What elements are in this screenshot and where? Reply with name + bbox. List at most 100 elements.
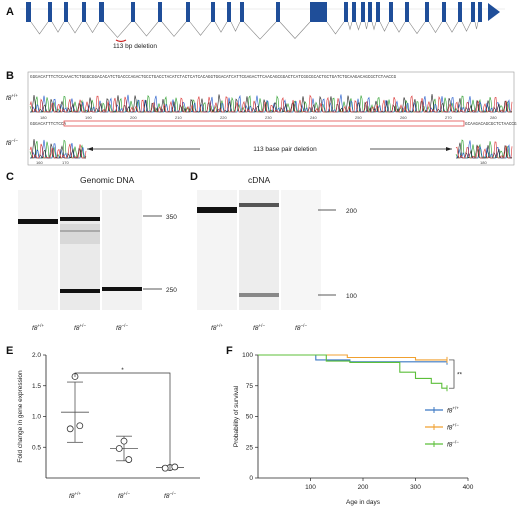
wt-position-280: 280	[490, 115, 497, 120]
exon-21	[425, 2, 429, 22]
exon-12	[276, 2, 280, 22]
f-ytick-2: 50	[246, 414, 254, 421]
intron-10	[230, 21, 241, 32]
e-significance-bracket	[74, 372, 171, 470]
ko-trace-left-ch3	[29, 143, 87, 159]
band-c3-250	[102, 287, 142, 291]
exon-13	[310, 2, 327, 22]
f-legend-label-3: f8−/−	[447, 440, 459, 449]
e-point-2-2	[115, 445, 123, 452]
f-y-label: Probability of survival	[233, 385, 240, 447]
genomic-lane-label-3-base: f8	[116, 325, 122, 332]
wt-chromatogram	[29, 94, 513, 113]
intron-24	[474, 21, 479, 30]
e-point-1-3	[76, 422, 84, 430]
ko-sequence-left: GGGACATTTCTCCA	[30, 122, 67, 127]
wt-position-270: 270	[445, 115, 452, 120]
f-ytick-0: 0	[249, 475, 253, 482]
gel-lane-d3	[281, 190, 321, 310]
exon-7	[158, 2, 162, 22]
exon-20	[405, 2, 409, 22]
cdna-lane-label-3: f8−/−	[295, 323, 307, 332]
e-ytick-2: 1.5	[32, 383, 41, 390]
exon-24	[471, 2, 475, 22]
panel-label-c: C	[6, 171, 14, 183]
f-xtick-0: 100	[305, 484, 316, 491]
wt-position-230: 230	[265, 115, 272, 120]
deletion-mark	[115, 39, 127, 43]
exon-18	[376, 2, 380, 22]
wt-genotype-label: f8+/+	[6, 93, 18, 102]
genomic-lane-label-1: f8+/+	[32, 323, 44, 332]
e-category-label-2-base: f8	[118, 493, 124, 500]
intron-6	[134, 21, 159, 37]
intron-13	[326, 21, 345, 35]
band-d2-200	[239, 203, 279, 207]
intron-2	[51, 21, 65, 33]
marker-250: 250	[166, 287, 177, 294]
intron-18	[379, 21, 390, 32]
exon-5	[99, 2, 104, 22]
gel-cdna	[197, 190, 321, 310]
intron-16	[364, 21, 369, 30]
wt-sequence: GGGACATTTCTCCAAACTCTGGGCGGACACATCTGACCCA…	[30, 75, 397, 80]
exon-6	[131, 2, 135, 22]
marker-350: 350	[166, 214, 177, 221]
genomic-lane-label-1-sup: +/+	[37, 323, 44, 328]
e-ytick-3: 2.0	[32, 352, 41, 359]
wt-position-210: 210	[175, 115, 182, 120]
wt-position-180: 180	[40, 115, 47, 120]
gel-lane-d2	[239, 190, 279, 310]
ko-position-170: 170	[62, 160, 69, 165]
e-point-3-3	[171, 463, 179, 471]
intron-19	[392, 21, 406, 33]
exon-10	[227, 2, 231, 22]
expression-chart: 0.5 1.0 1.5 2.0 Fold change in gene expressi…	[17, 352, 200, 500]
intron-22	[445, 21, 459, 33]
panel-label-e: E	[6, 345, 13, 357]
exon-last-arrow	[488, 3, 500, 21]
marker-100: 100	[346, 293, 357, 300]
marker-200: 200	[346, 208, 357, 215]
intron-23	[461, 21, 472, 32]
e-ytick-0: 0.5	[32, 444, 41, 451]
deletion-text: 113 base pair deletion	[253, 146, 317, 153]
wt-position-200: 200	[130, 115, 137, 120]
gel-smear-c2	[60, 224, 100, 244]
deletion-arrowhead-left	[87, 147, 93, 151]
e-category-label-1-sup: +/+	[74, 491, 81, 496]
f-significance: **	[457, 372, 463, 379]
wt-position-260: 260	[400, 115, 407, 120]
f-series-2	[258, 354, 447, 361]
wt-position-190: 190	[85, 115, 92, 120]
survival-chart: 0 25 50 75 100 100 200 300 400 Age in days Probabi…	[233, 352, 474, 506]
cdna-lane-label-3-base: f8	[295, 325, 301, 332]
ko-position-160: 160	[36, 160, 43, 165]
intron-7	[161, 21, 187, 37]
intron-15	[355, 21, 362, 31]
exon-15	[352, 2, 356, 22]
f-x-label: Age in days	[346, 499, 381, 506]
exon-8	[186, 2, 190, 22]
exon-22	[442, 2, 446, 22]
intron-17	[371, 21, 377, 31]
genomic-lane-label-3: f8−/−	[116, 323, 128, 332]
genomic-lane-label-3-sup: −/−	[121, 323, 128, 328]
intron-3	[67, 21, 83, 34]
f-legend-label-2-sup: +/−	[452, 423, 459, 428]
cdna-lane-label-1-sup: +/+	[216, 323, 223, 328]
genomic-lane-label-1-base: f8	[32, 325, 38, 332]
f-legend-label-1: f8+/+	[447, 406, 459, 415]
e-category-label-3: f8−/−	[164, 491, 176, 500]
cdna-title: cDNA	[248, 175, 271, 185]
e-ytick-1: 1.0	[32, 414, 41, 421]
wt-position-220: 220	[220, 115, 227, 120]
ko-position-180: 180	[480, 160, 487, 165]
f-ytick-4: 100	[242, 352, 253, 359]
exon-16	[361, 2, 365, 22]
f-xtick-1: 200	[358, 484, 369, 491]
cdna-lane-label-3-sup: −/−	[300, 323, 307, 328]
wt-trace-ch3	[29, 94, 513, 113]
f-legend-label-3-sup: −/−	[452, 440, 459, 445]
e-point-3-2	[161, 464, 169, 472]
